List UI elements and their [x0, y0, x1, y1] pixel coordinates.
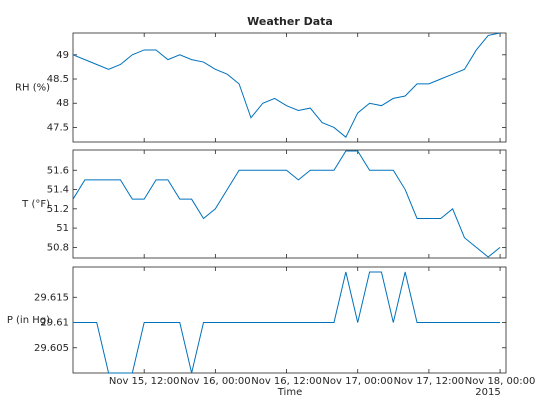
- y-tick-label: 51.6: [47, 165, 69, 176]
- y-tick-label: 51.2: [47, 204, 69, 215]
- x-tick-label: Nov 15, 12:00: [109, 376, 180, 387]
- data-line: [72, 32, 501, 138]
- axes-box: [72, 266, 507, 374]
- y-axis-label: RH (%): [15, 83, 50, 94]
- axes-box: [72, 149, 507, 259]
- y-tick-label: 29.61: [40, 318, 69, 329]
- data-line: [72, 150, 501, 258]
- y-tick-label: 50.8: [47, 242, 69, 253]
- x-tick-label: Nov 16, 12:00: [251, 376, 322, 387]
- y-tick-label: 51: [56, 223, 69, 234]
- x-tick-label: Nov 17, 12:00: [394, 376, 465, 387]
- y-axis-label: T (°F): [21, 199, 50, 210]
- y-axis-label: P (in Hg): [7, 315, 50, 326]
- x-year-label: 2015: [475, 387, 500, 398]
- y-tick-label: 47.5: [47, 122, 69, 133]
- data-line: [73, 271, 501, 374]
- x-tick-label: Nov 17, 00:00: [322, 376, 393, 387]
- x-tick-label: Nov 18, 00:00: [465, 376, 536, 387]
- y-tick-label: 49: [56, 50, 69, 61]
- y-tick-label: 29.605: [34, 343, 69, 354]
- x-axis-label: Time: [277, 387, 302, 398]
- y-tick-label: 48.5: [47, 74, 69, 85]
- y-tick-label: 51.4: [47, 185, 69, 196]
- y-tick-label: 48: [56, 98, 69, 109]
- x-tick-label: Nov 16, 00:00: [180, 376, 251, 387]
- axes-box: [72, 32, 507, 143]
- chart-title: Weather Data: [247, 15, 333, 28]
- y-tick-label: 29.615: [34, 292, 69, 303]
